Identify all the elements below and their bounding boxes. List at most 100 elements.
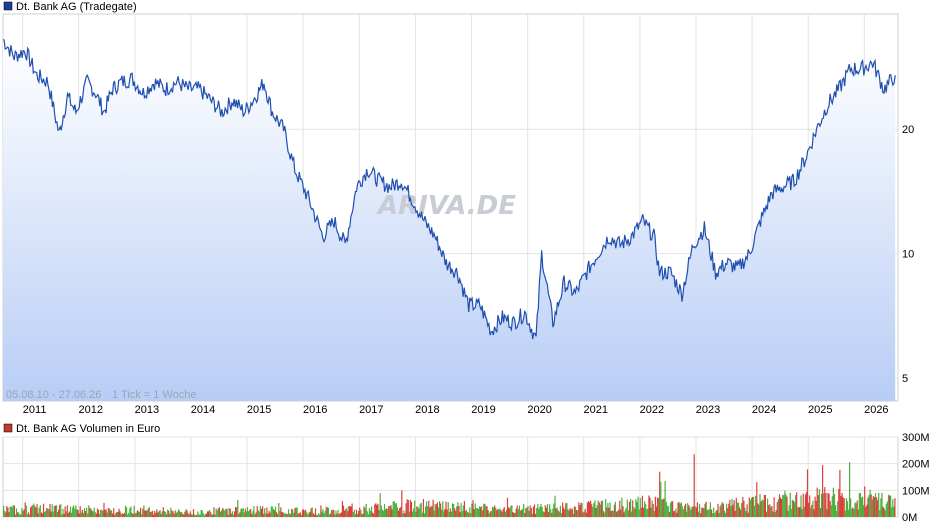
volume-bar bbox=[14, 514, 17, 517]
volume-bar bbox=[224, 510, 226, 517]
volume-bar bbox=[389, 506, 391, 517]
volume-bar bbox=[23, 509, 25, 517]
volume-bar bbox=[48, 509, 50, 517]
volume-bar bbox=[650, 507, 652, 517]
volume-bar bbox=[524, 513, 526, 517]
volume-bar bbox=[874, 493, 877, 517]
volume-bar bbox=[549, 504, 551, 517]
volume-bar bbox=[729, 500, 731, 517]
volume-bar bbox=[391, 509, 393, 517]
volume-bar bbox=[165, 514, 168, 517]
volume-bar bbox=[311, 507, 313, 517]
volume-bar bbox=[68, 511, 70, 517]
volume-bar bbox=[241, 508, 243, 517]
volume-bar bbox=[596, 505, 598, 517]
volume-bar bbox=[789, 492, 791, 517]
volume-bar bbox=[803, 506, 805, 517]
volume-bar bbox=[225, 508, 227, 517]
volume-bar bbox=[652, 504, 654, 517]
volume-bar bbox=[385, 509, 387, 517]
volume-bar bbox=[774, 512, 776, 517]
volume-bar bbox=[819, 508, 822, 517]
volume-bar bbox=[386, 508, 388, 517]
volume-bar bbox=[144, 510, 146, 517]
volume-bar bbox=[552, 508, 554, 517]
volume-bar bbox=[788, 505, 790, 517]
volume-bar bbox=[823, 493, 825, 517]
volume-bar bbox=[45, 511, 47, 517]
volume-bar bbox=[429, 507, 431, 517]
volume-bar bbox=[348, 506, 350, 517]
volume-bar bbox=[892, 499, 894, 517]
volume-bar bbox=[310, 508, 312, 517]
x-tick-label-2014: 2014 bbox=[191, 404, 215, 416]
volume-bar bbox=[594, 500, 596, 517]
volume-bar bbox=[486, 506, 488, 517]
volume-bar bbox=[759, 493, 761, 517]
volume-bar bbox=[100, 509, 102, 517]
volume-bar bbox=[814, 496, 816, 517]
volume-bar bbox=[691, 506, 693, 517]
volume-bar bbox=[745, 511, 747, 517]
volume-bar bbox=[607, 503, 609, 517]
volume-bar bbox=[667, 506, 669, 517]
volume-bar bbox=[320, 505, 322, 517]
volume-bar bbox=[204, 513, 206, 517]
volume-bar bbox=[380, 505, 382, 517]
volume-bar bbox=[116, 512, 118, 517]
volume-bar bbox=[264, 508, 266, 517]
volume-bar bbox=[590, 500, 592, 517]
volume-bar bbox=[771, 506, 773, 517]
volume-bar bbox=[371, 506, 373, 517]
volume-bar bbox=[870, 494, 872, 517]
volume-bar bbox=[566, 503, 568, 517]
volume-bar bbox=[712, 513, 714, 517]
volume-bar bbox=[840, 495, 842, 517]
volume-bar bbox=[824, 487, 826, 517]
x-tick-label-2017: 2017 bbox=[359, 404, 383, 416]
volume-bar bbox=[630, 499, 632, 517]
volume-bar bbox=[838, 488, 840, 517]
volume-bar bbox=[747, 512, 749, 517]
volume-bar bbox=[352, 512, 354, 517]
x-tick-label-2026: 2026 bbox=[864, 404, 888, 416]
volume-bar bbox=[710, 509, 713, 517]
volume-bar bbox=[846, 501, 849, 517]
volume-bar bbox=[349, 506, 351, 517]
x-tick-label-2022: 2022 bbox=[640, 404, 664, 416]
volume-bar bbox=[709, 502, 711, 517]
volume-bar bbox=[353, 509, 355, 517]
x-axis: 2011 2012 2013 2014 2015 2016 2017 2018 2019 2020… bbox=[23, 404, 889, 416]
volume-bar bbox=[366, 511, 368, 517]
volume-bar bbox=[239, 512, 241, 517]
volume-bar bbox=[136, 510, 138, 517]
volume-bar bbox=[495, 507, 497, 517]
volume-bar bbox=[518, 505, 520, 517]
volume-bar bbox=[331, 509, 333, 517]
volume-bar bbox=[818, 489, 820, 517]
volume-bar bbox=[604, 512, 606, 517]
volume-bar bbox=[442, 501, 444, 517]
volume-bar bbox=[778, 494, 781, 517]
volume-bar bbox=[695, 507, 697, 517]
volume-bar bbox=[726, 503, 728, 517]
volume-bar bbox=[420, 502, 422, 517]
volume-bar bbox=[477, 508, 479, 517]
volume-bar bbox=[361, 513, 363, 517]
volume-bar bbox=[25, 505, 27, 517]
volume-bar bbox=[303, 509, 305, 517]
volume-bar bbox=[654, 496, 656, 517]
volume-bar bbox=[101, 509, 103, 517]
volume-bar bbox=[851, 508, 853, 517]
volume-bar bbox=[872, 496, 874, 517]
volume-bar bbox=[410, 502, 413, 517]
volume-bar bbox=[115, 512, 117, 517]
volume-bar bbox=[532, 506, 534, 517]
volume-bar bbox=[474, 503, 476, 517]
volume-bar bbox=[473, 509, 475, 517]
vol-y-tick-label-200M: 200M bbox=[902, 459, 930, 471]
volume-bar bbox=[806, 469, 809, 517]
volume-bar bbox=[638, 509, 640, 517]
volume-bar bbox=[246, 507, 249, 517]
volume-bar bbox=[259, 506, 261, 517]
